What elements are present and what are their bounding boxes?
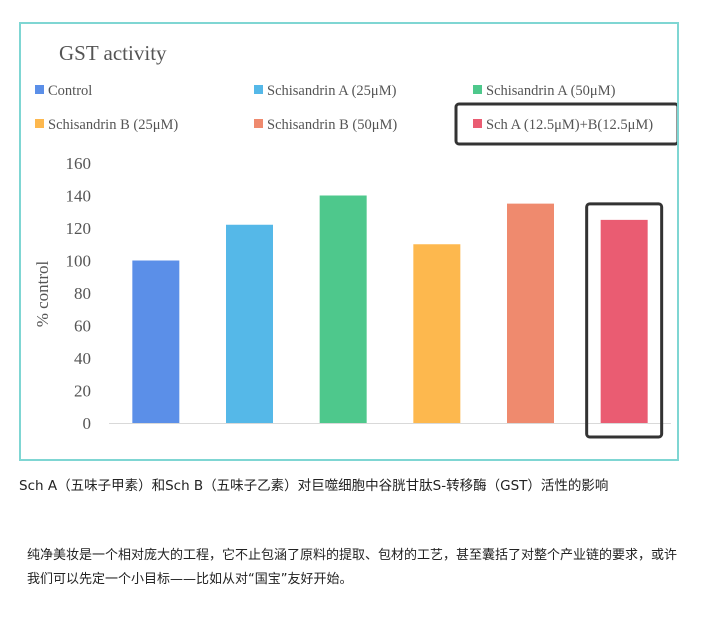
legend-swatch: [473, 85, 482, 94]
legend-swatch: [254, 85, 263, 94]
legend-label: Sch A (12.5μM)+B(12.5μM): [486, 117, 653, 133]
y-tick-label: 160: [66, 154, 92, 173]
bar-schisandrin-a-50-m: [319, 195, 367, 423]
legend-item-schisandrin-a-50-m: Schisandrin A (50μM): [473, 83, 616, 99]
legend-swatch: [35, 119, 44, 128]
y-tick-label: 140: [66, 187, 92, 206]
bars: [132, 195, 648, 423]
legend-swatch: [254, 119, 263, 128]
y-axis-label: % control: [33, 260, 52, 327]
y-axis-ticks: 0 20 40 60 80 100 120 140 160: [66, 154, 92, 433]
legend-label: Schisandrin B (25μM): [48, 117, 178, 133]
bar-schisandrin-a-25-m: [226, 224, 273, 423]
chart-title: GST activity: [59, 41, 167, 65]
legend-label: Schisandrin A (50μM): [486, 83, 616, 99]
legend-swatch: [35, 85, 44, 94]
bar-schisandrin-b-25-m: [413, 244, 461, 423]
bar-schisandrin-b-50-m: [507, 203, 554, 423]
y-tick-label: 0: [83, 414, 92, 433]
y-tick-label: 100: [66, 252, 92, 271]
legend-item-control: Control: [35, 83, 92, 99]
bar-sch-a-12-5-m-b-12-5-m: [600, 219, 648, 423]
y-tick-label: 40: [74, 349, 91, 368]
y-tick-label: 20: [74, 382, 91, 401]
y-tick-label: 60: [74, 317, 91, 336]
y-tick-label: 120: [66, 219, 92, 238]
legend-highlight-box: [454, 102, 677, 146]
bar-highlight-box: [585, 202, 664, 439]
y-tick-label: 80: [74, 284, 91, 303]
legend-label: Schisandrin A (25μM): [267, 83, 397, 99]
chart-frame: GST activity Control Schisandrin A (25μM)…: [19, 22, 679, 461]
legend-item-schisandrin-b-50-m: Schisandrin B (50μM): [254, 117, 397, 133]
legend-item-schisandrin-a-25-m: Schisandrin A (25μM): [254, 83, 397, 99]
legend-item-schisandrin-b-25-m: Schisandrin B (25μM): [35, 117, 178, 133]
legend-label: Schisandrin B (50μM): [267, 117, 397, 133]
chart-legend: Control Schisandrin A (25μM) Schisandrin A…: [35, 83, 653, 133]
legend-swatch: [473, 119, 482, 128]
legend-item-sch-a-12-5-m-b-12-5-m: Sch A (12.5μM)+B(12.5μM): [473, 117, 653, 133]
legend-label: Control: [48, 83, 92, 99]
figure-caption: Sch A（五味子甲素）和Sch B（五味子乙素）对巨噬细胞中谷胱甘肽S-转移酶…: [19, 478, 609, 494]
bar-control: [132, 260, 180, 423]
gst-bar-chart: GST activity Control Schisandrin A (25μM)…: [33, 41, 677, 439]
article-paragraph: 纯净美妆是一个相对庞大的工程，它不止包涵了原料的提取、包材的工艺，甚至囊括了对整…: [27, 548, 678, 587]
